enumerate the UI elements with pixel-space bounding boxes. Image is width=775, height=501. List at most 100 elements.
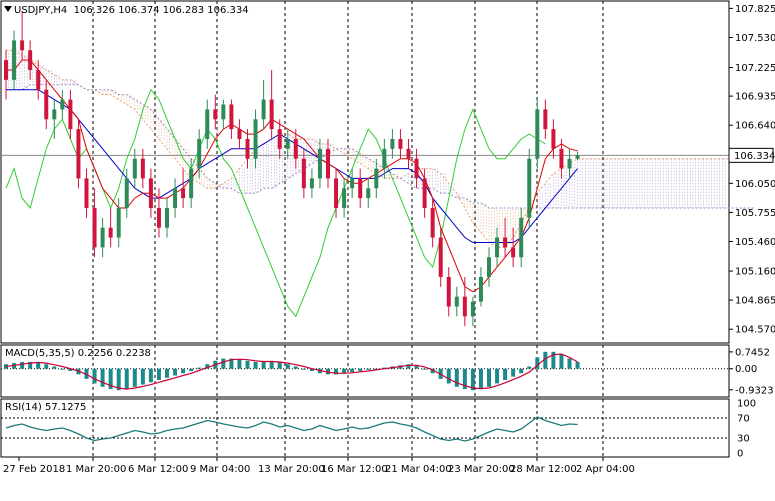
macd-histogram-bar bbox=[36, 362, 41, 369]
time-tick-label: 6 Mar 12:00 bbox=[128, 464, 188, 475]
macd-histogram-bar bbox=[285, 364, 290, 369]
macd-histogram-bar bbox=[237, 359, 242, 369]
candle-body bbox=[430, 207, 435, 238]
candle-body bbox=[527, 158, 532, 218]
rsi-tick-label: 0 bbox=[737, 449, 743, 460]
macd-histogram-bar bbox=[116, 368, 121, 391]
candle-body bbox=[342, 188, 347, 208]
macd-histogram-bar bbox=[68, 368, 73, 371]
rsi-tick-label: 100 bbox=[737, 399, 756, 410]
current-price-label: 106.334 bbox=[734, 151, 775, 162]
macd-histogram-bar bbox=[92, 368, 97, 384]
macd-histogram-bar bbox=[197, 367, 202, 369]
macd-histogram-bar bbox=[205, 364, 210, 369]
candle-body bbox=[28, 50, 33, 70]
main-panel-frame bbox=[0, 0, 730, 344]
candle-body bbox=[60, 99, 65, 110]
time-tick-label: 23 Mar 20:00 bbox=[448, 464, 515, 475]
macd-histogram-bar bbox=[551, 351, 556, 369]
price-tick-label: 105.755 bbox=[735, 208, 775, 219]
candle-body bbox=[261, 99, 266, 120]
macd-histogram-bar bbox=[52, 366, 57, 369]
candle-body bbox=[253, 119, 258, 159]
candle-body bbox=[334, 178, 339, 208]
macd-histogram-bar bbox=[334, 368, 339, 375]
candle-body bbox=[317, 148, 322, 179]
macd-histogram-bar bbox=[414, 365, 419, 369]
candle-body bbox=[148, 178, 153, 208]
rsi-tick-label: 70 bbox=[737, 414, 750, 425]
candle-body bbox=[68, 99, 73, 130]
macd-histogram-bar bbox=[132, 368, 137, 387]
candle-body bbox=[326, 148, 330, 179]
candle-body bbox=[116, 207, 121, 238]
macd-histogram-bar bbox=[575, 361, 580, 369]
candle-body bbox=[462, 296, 467, 317]
price-tick-label: 106.640 bbox=[735, 121, 775, 132]
candle-body bbox=[52, 109, 57, 120]
macd-histogram-bar bbox=[350, 368, 355, 373]
macd-histogram-bar bbox=[374, 368, 379, 370]
candle-body bbox=[422, 178, 427, 208]
candle-body bbox=[543, 109, 548, 130]
candle-body bbox=[503, 237, 508, 248]
macd-histogram-bar bbox=[462, 368, 467, 390]
candle-body bbox=[165, 207, 169, 228]
candle-body bbox=[285, 138, 290, 149]
candle-body bbox=[519, 217, 524, 258]
time-axis: 27 Feb 2018 1 Mar 20:00 6 Mar 12:00 9 Mar 0… bbox=[3, 457, 635, 475]
macd-histogram-bar bbox=[165, 368, 169, 378]
macd-histogram-bar bbox=[503, 368, 508, 381]
macd-panel-frame bbox=[0, 344, 730, 398]
macd-histogram-bar bbox=[430, 368, 435, 374]
candle-body bbox=[44, 89, 49, 120]
time-tick-label: 2 Apr 04:00 bbox=[576, 464, 635, 475]
macd-histogram-bar bbox=[269, 360, 274, 369]
candle-body bbox=[301, 158, 306, 189]
macd-tick-label: -0.9323 bbox=[735, 385, 774, 396]
candle-body bbox=[374, 168, 379, 189]
macd-histogram-bar bbox=[487, 368, 491, 387]
price-tick-label: 106.935 bbox=[735, 92, 775, 103]
candle-body bbox=[398, 138, 403, 149]
macd-histogram-bar bbox=[28, 361, 33, 369]
candle-body bbox=[511, 247, 516, 258]
candle-body bbox=[559, 148, 564, 169]
macd-histogram-bar bbox=[511, 368, 516, 377]
time-tick-label: 21 Mar 04:00 bbox=[385, 464, 452, 475]
candle-body bbox=[414, 158, 419, 179]
candle-body bbox=[4, 60, 8, 80]
price-tick-label: 105.460 bbox=[735, 237, 775, 248]
candle-body bbox=[205, 109, 210, 139]
rsi-line bbox=[5, 416, 578, 442]
time-tick-label: 13 Mar 20:00 bbox=[258, 464, 325, 475]
macd-histogram-bar bbox=[181, 368, 186, 374]
macd-histogram-bar bbox=[156, 368, 161, 381]
macd-histogram-bar bbox=[559, 354, 564, 369]
time-tick-label: 9 Mar 04:00 bbox=[190, 464, 250, 475]
macd-histogram-bar bbox=[446, 368, 451, 384]
macd-histogram-bar bbox=[100, 368, 105, 387]
candle-body bbox=[213, 109, 218, 120]
candle-body bbox=[293, 138, 298, 159]
macd-histogram-bar bbox=[60, 368, 65, 370]
candle-body bbox=[124, 178, 129, 208]
macd-histogram-bar bbox=[261, 361, 266, 369]
candle-body bbox=[495, 237, 500, 258]
dropdown-triangle-icon bbox=[4, 6, 12, 12]
candle-body bbox=[438, 237, 443, 277]
price-tick-label: 104.570 bbox=[735, 325, 775, 336]
macd-histogram-bar bbox=[454, 368, 459, 387]
price-tick-label: 107.225 bbox=[735, 63, 775, 74]
macd-histogram-bar bbox=[20, 361, 25, 369]
macd-histogram-bar bbox=[221, 358, 226, 369]
candle-body bbox=[84, 178, 89, 208]
candle-body bbox=[181, 188, 186, 199]
candle-body bbox=[221, 104, 226, 120]
candle-body bbox=[197, 138, 202, 169]
rsi-panel-frame bbox=[0, 398, 730, 458]
price-axis: 107.825 107.530 107.225 106.935 106.640 106.0… bbox=[728, 4, 775, 460]
price-tick-label: 107.825 bbox=[735, 4, 775, 15]
macd-histogram-bar bbox=[173, 368, 178, 376]
